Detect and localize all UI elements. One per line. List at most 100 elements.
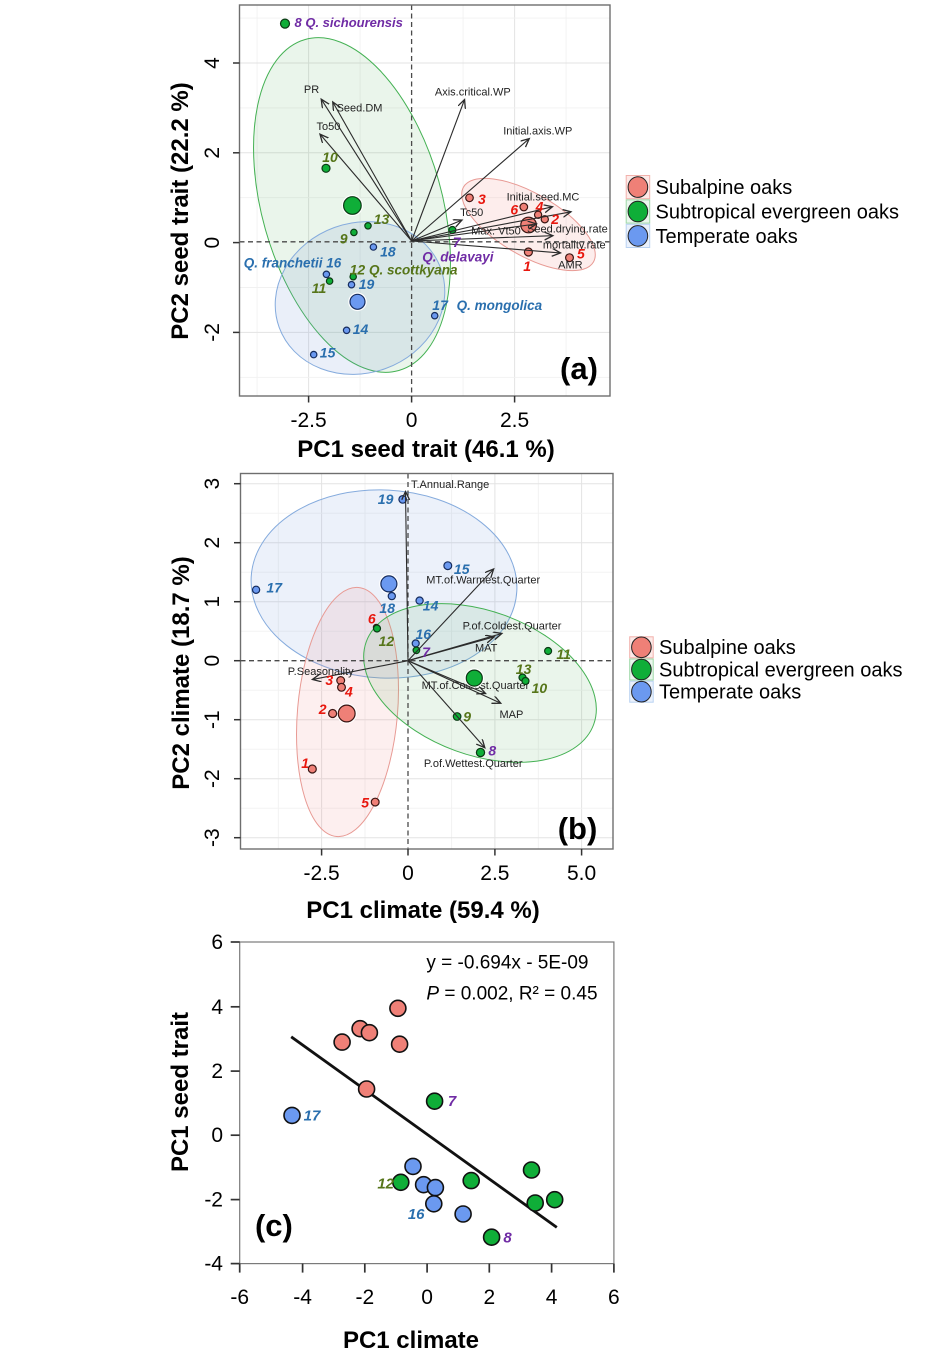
svg-text:19: 19 [359,276,375,292]
svg-text:0: 0 [201,655,224,667]
svg-text:P.of.Coldest.Quarter: P.of.Coldest.Quarter [463,620,562,632]
svg-text:-1: -1 [201,710,224,729]
svg-text:2: 2 [211,1060,223,1083]
svg-text:12: 12 [379,633,395,649]
svg-text:6: 6 [211,931,223,954]
svg-text:5.0: 5.0 [567,862,596,885]
svg-text:-4: -4 [293,1286,312,1309]
svg-text:PR: PR [304,84,319,96]
svg-text:Q. delavayi: Q. delavayi [422,250,494,265]
svg-text:PC1 seed trait: PC1 seed trait [167,1012,194,1172]
svg-text:-2: -2 [355,1286,374,1309]
svg-text:16: 16 [416,626,432,642]
svg-text:19: 19 [378,491,394,507]
svg-text:12: 12 [377,1175,394,1192]
svg-text:17: 17 [304,1107,321,1124]
svg-text:1: 1 [201,596,224,608]
svg-text:-3: -3 [201,828,224,847]
svg-text:16: 16 [408,1206,425,1223]
svg-text:Subalpine oaks: Subalpine oaks [656,177,793,199]
svg-text:PC1 climate: PC1 climate [343,1327,479,1354]
svg-text:8 Q. sichourensis: 8 Q. sichourensis [295,15,403,30]
svg-text:3: 3 [478,191,486,207]
svg-text:8: 8 [488,742,496,758]
svg-text:-2.5: -2.5 [291,409,327,432]
svg-text:13: 13 [516,661,532,677]
svg-text:5: 5 [361,794,369,810]
svg-text:Initial.axis.WP: Initial.axis.WP [503,126,572,138]
svg-text:PC1 seed trait (46.1 %): PC1 seed trait (46.1 %) [297,436,554,463]
svg-text:y = -0.694x - 5E-09: y = -0.694x - 5E-09 [426,953,588,974]
svg-text:9: 9 [463,708,471,724]
svg-text:17: 17 [266,580,283,596]
svg-text:4: 4 [344,684,353,700]
svg-text:Max. Vt50: Max. Vt50 [471,225,521,237]
svg-text:8: 8 [503,1229,512,1246]
svg-text:12: 12 [350,262,366,278]
svg-text:10: 10 [322,149,338,165]
svg-text:(b): (b) [558,811,598,846]
svg-text:-4: -4 [204,1253,223,1276]
svg-text:To50: To50 [316,121,340,133]
svg-text:6: 6 [368,610,376,626]
svg-text:Axis.critical.WP: Axis.critical.WP [435,87,511,99]
svg-text:0: 0 [406,409,418,432]
svg-text:2: 2 [550,211,559,227]
svg-text:0: 0 [201,237,224,249]
svg-text:Temperate oaks: Temperate oaks [656,226,798,248]
svg-text:Initial.seed.MC: Initial.seed.MC [507,192,580,204]
svg-text:15: 15 [454,561,470,577]
svg-text:4: 4 [546,1286,558,1309]
svg-text:11: 11 [312,280,327,296]
svg-text:-6: -6 [230,1286,249,1309]
svg-text:MAP: MAP [499,709,523,721]
svg-text:17: 17 [432,297,449,313]
svg-text:18: 18 [379,600,395,616]
svg-text:3: 3 [325,672,333,688]
svg-text:Q. mongolica: Q. mongolica [457,298,543,313]
svg-text:2: 2 [201,147,224,159]
svg-text:18: 18 [380,243,396,259]
svg-text:9: 9 [340,230,348,246]
svg-text:4: 4 [211,996,223,1019]
svg-text:(a): (a) [560,351,598,386]
svg-text:Subtropical evergreen oaks: Subtropical evergreen oaks [659,659,902,681]
svg-text:Tc50: Tc50 [460,207,483,219]
svg-text:14: 14 [353,321,369,337]
svg-text:P.Seasonality: P.Seasonality [288,666,354,678]
svg-text:2: 2 [201,537,224,549]
svg-text:2: 2 [318,701,327,717]
svg-text:P = 0.002, R² = 0.45: P = 0.002, R² = 0.45 [426,984,597,1005]
svg-text:PC2 climate (18.7 %): PC2 climate (18.7 %) [168,556,195,789]
svg-text:3: 3 [201,478,224,490]
svg-text:Seed.drying.rate: Seed.drying.rate [527,223,608,235]
svg-text:-2: -2 [201,769,224,788]
svg-text:7: 7 [453,234,462,250]
svg-text:PC2 seed trait (22.2 %): PC2 seed trait (22.2 %) [167,82,194,339]
svg-text:10: 10 [532,680,548,696]
svg-text:Subalpine oaks: Subalpine oaks [659,637,796,659]
svg-text:mortality.rate: mortality.rate [543,240,606,252]
svg-text:-2: -2 [201,323,224,342]
svg-text:Q. scottkyana: Q. scottkyana [369,263,458,278]
svg-text:0: 0 [211,1124,223,1147]
svg-text:PC1 climate (59.4 %): PC1 climate (59.4 %) [306,897,539,924]
svg-text:Q. franchetii 16: Q. franchetii 16 [244,255,342,270]
svg-text:7: 7 [448,1093,457,1110]
svg-text:-2.5: -2.5 [304,862,340,885]
svg-text:2.5: 2.5 [480,862,509,885]
svg-text:-2: -2 [204,1189,223,1212]
svg-text:6: 6 [510,201,518,217]
svg-text:AMR: AMR [558,260,583,272]
svg-text:(c): (c) [255,1208,293,1243]
svg-text:Temperate oaks: Temperate oaks [659,682,801,704]
svg-text:2.5: 2.5 [500,409,529,432]
svg-text:2: 2 [483,1286,495,1309]
svg-text:14: 14 [423,598,439,614]
svg-text:5: 5 [577,245,585,261]
svg-text:7: 7 [422,644,431,660]
svg-text:13: 13 [374,211,390,227]
svg-text:T.Annual.Range: T.Annual.Range [411,479,489,491]
svg-text:11: 11 [556,646,571,662]
svg-text:MAT: MAT [475,643,498,655]
